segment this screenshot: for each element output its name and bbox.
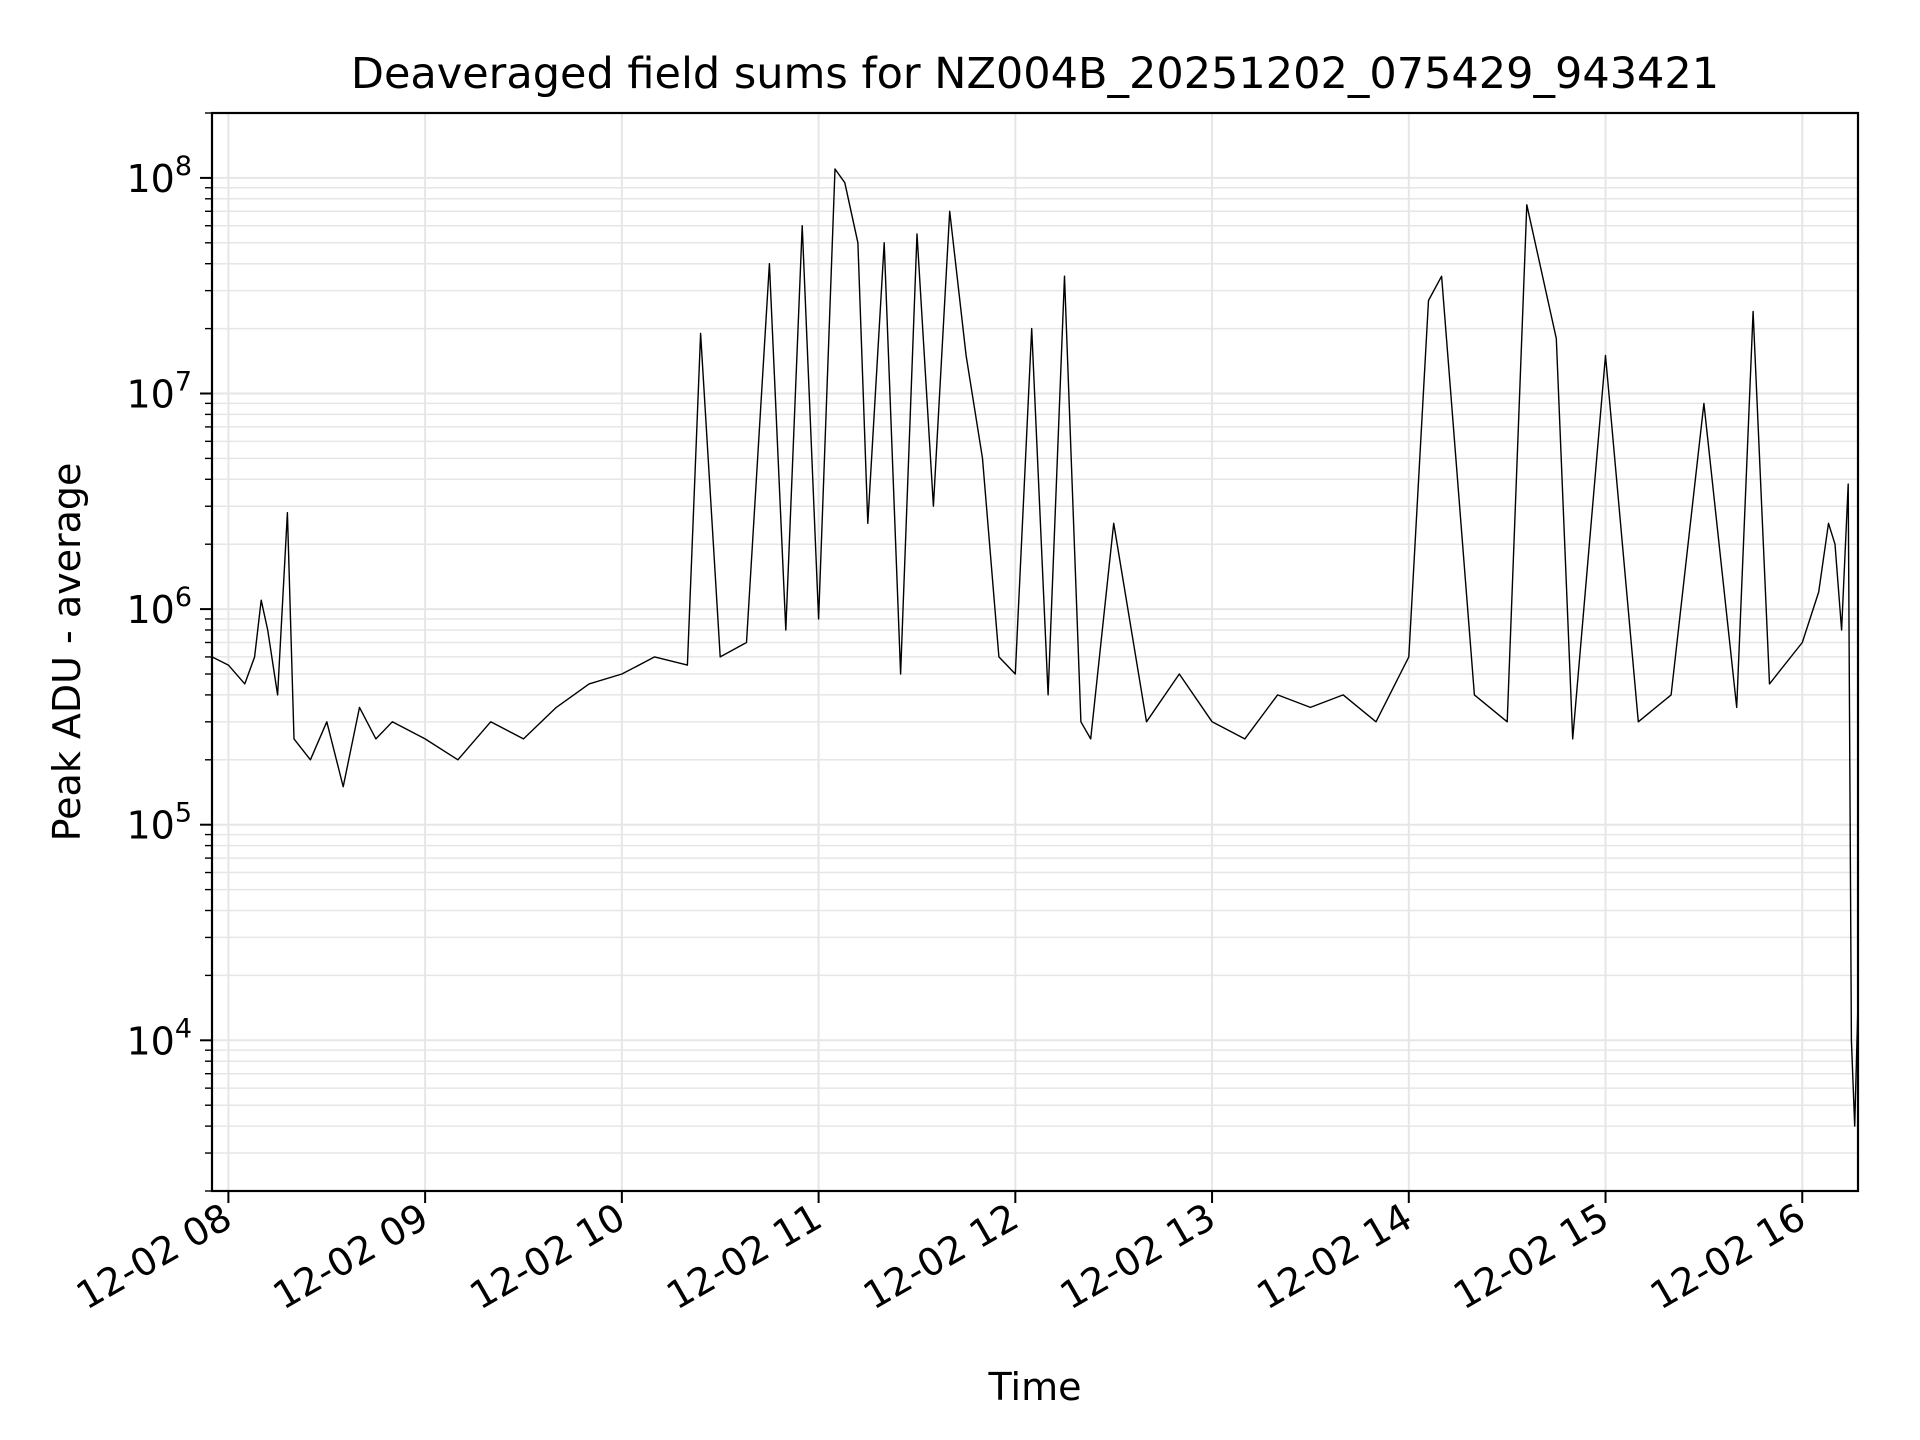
plot-frame (210, 111, 1860, 1193)
plot-content (212, 168, 1858, 1127)
y-tick-label: 106 (126, 582, 192, 632)
grid-minor (212, 112, 1858, 1192)
y-tick-label: 105 (126, 798, 192, 848)
data-line (212, 168, 1858, 1127)
y-axis-label: Peak ADU - average (45, 463, 89, 842)
y-tick-label: 104 (126, 1013, 192, 1063)
y-tick-label: 107 (126, 367, 192, 417)
y-axis: 104 105 106 107 108 (126, 112, 212, 1192)
y-tick-label: 108 (126, 151, 192, 201)
chart-title: Deaveraged field sums for NZ004B_2025120… (351, 49, 1719, 99)
x-axis-label: Time (988, 1365, 1082, 1409)
